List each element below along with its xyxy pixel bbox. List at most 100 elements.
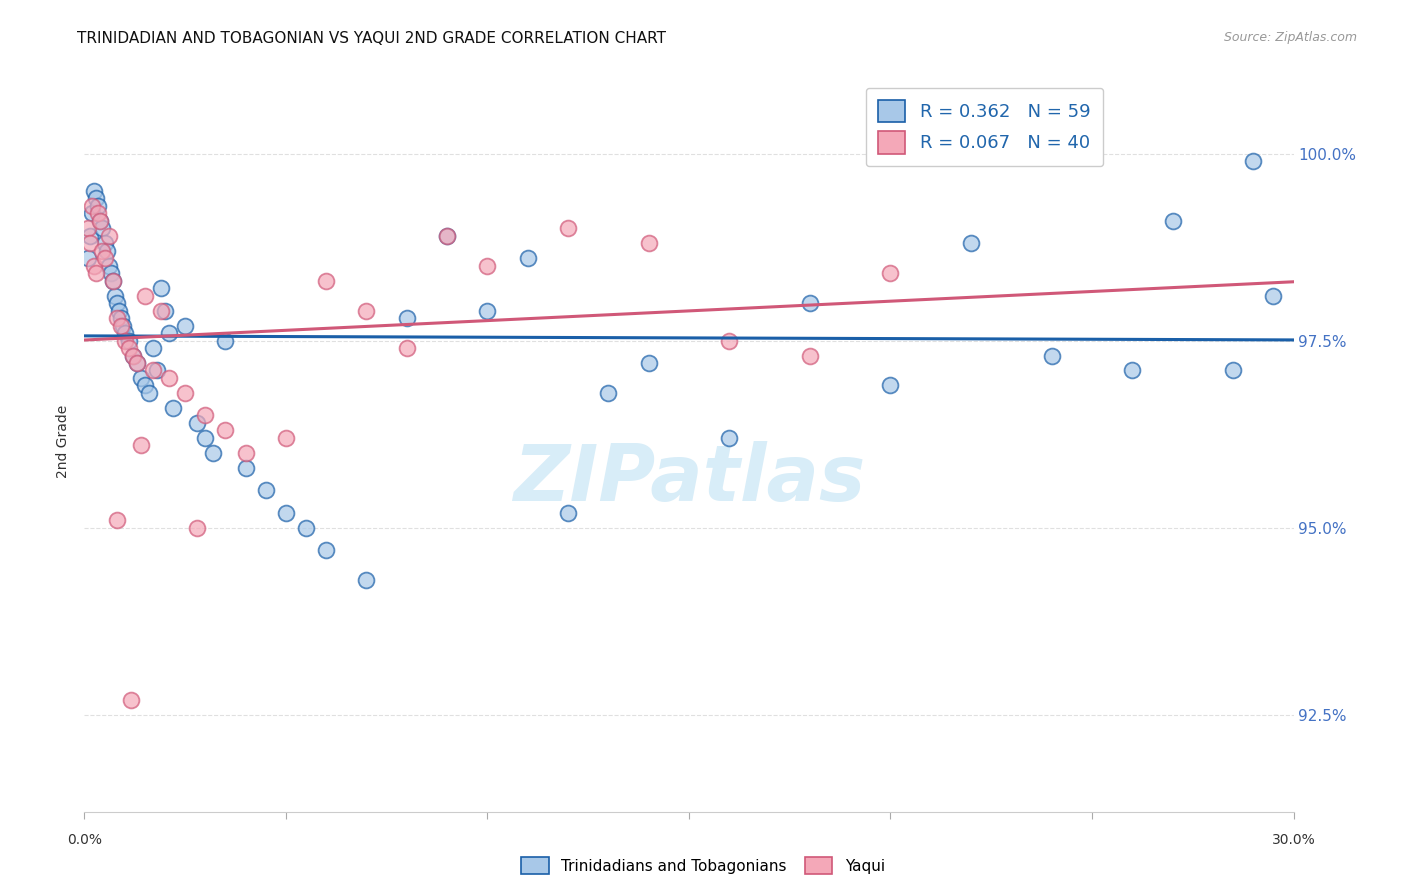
Point <box>718 431 741 445</box>
Point <box>97 259 120 273</box>
Text: 30.0%: 30.0% <box>1271 832 1316 847</box>
Point <box>138 386 160 401</box>
Point <box>157 326 180 340</box>
Point <box>114 326 136 340</box>
Text: TRINIDADIAN AND TOBAGONIAN VS YAQUI 2ND GRADE CORRELATION CHART: TRINIDADIAN AND TOBAGONIAN VS YAQUI 2ND … <box>77 31 666 46</box>
Point <box>114 334 136 348</box>
Point <box>87 199 110 213</box>
Point <box>157 371 180 385</box>
Point <box>395 311 418 326</box>
Point <box>960 236 983 251</box>
Point <box>101 274 124 288</box>
Point <box>86 192 108 206</box>
Y-axis label: 2nd Grade: 2nd Grade <box>56 405 70 478</box>
Text: ZIPatlas: ZIPatlas <box>513 441 865 516</box>
Point <box>598 386 620 401</box>
Point <box>79 236 101 251</box>
Point <box>87 206 110 220</box>
Point <box>125 356 148 370</box>
Point <box>82 199 104 213</box>
Point <box>110 311 132 326</box>
Point <box>121 349 143 363</box>
Point <box>194 409 217 423</box>
Point <box>91 244 114 258</box>
Point <box>93 236 115 251</box>
Point <box>274 431 297 445</box>
Point <box>146 363 169 377</box>
Point <box>121 349 143 363</box>
Point <box>82 206 104 220</box>
Point <box>799 349 821 363</box>
Point <box>96 244 118 258</box>
Point <box>214 334 236 348</box>
Point <box>356 573 378 587</box>
Point <box>202 446 225 460</box>
Point <box>254 483 277 497</box>
Point <box>879 266 901 280</box>
Point <box>186 416 208 430</box>
Point <box>89 214 111 228</box>
Point <box>105 311 128 326</box>
Point <box>86 266 108 280</box>
Point <box>129 438 152 452</box>
Point <box>134 378 156 392</box>
Point <box>118 334 141 348</box>
Text: 0.0%: 0.0% <box>67 832 101 847</box>
Text: Source: ZipAtlas.com: Source: ZipAtlas.com <box>1223 31 1357 45</box>
Point <box>235 446 257 460</box>
Point <box>174 386 197 401</box>
Point <box>97 228 120 243</box>
Point <box>274 506 297 520</box>
Point <box>120 692 142 706</box>
Point <box>174 318 197 333</box>
Point <box>477 259 499 273</box>
Point <box>104 289 127 303</box>
Point <box>436 228 458 243</box>
Point <box>142 341 165 355</box>
Point <box>557 506 579 520</box>
Point <box>799 296 821 310</box>
Point <box>235 460 257 475</box>
Point <box>110 318 132 333</box>
Point <box>79 228 101 243</box>
Point <box>1241 154 1264 169</box>
Point <box>142 363 165 377</box>
Point <box>77 221 100 235</box>
Point <box>637 356 659 370</box>
Point <box>118 341 141 355</box>
Point <box>637 236 659 251</box>
Point <box>149 281 172 295</box>
Point <box>89 214 111 228</box>
Point <box>105 513 128 527</box>
Point <box>718 334 741 348</box>
Point <box>315 543 337 558</box>
Point <box>162 401 184 415</box>
Point <box>134 289 156 303</box>
Point <box>100 266 122 280</box>
Point <box>107 303 129 318</box>
Point <box>125 356 148 370</box>
Point <box>356 303 378 318</box>
Point <box>129 371 152 385</box>
Point <box>477 303 499 318</box>
Legend: Trinidadians and Tobagonians, Yaqui: Trinidadians and Tobagonians, Yaqui <box>515 851 891 880</box>
Point <box>186 520 208 534</box>
Point <box>105 296 128 310</box>
Point <box>77 252 100 266</box>
Point <box>1161 214 1184 228</box>
Point <box>83 259 105 273</box>
Point <box>101 274 124 288</box>
Point <box>194 431 217 445</box>
Point <box>395 341 418 355</box>
Point <box>295 520 318 534</box>
Point <box>214 423 236 437</box>
Point <box>315 274 337 288</box>
Point <box>436 228 458 243</box>
Point <box>149 303 172 318</box>
Point <box>153 303 176 318</box>
Point <box>516 252 538 266</box>
Point <box>557 221 579 235</box>
Point <box>93 252 115 266</box>
Point <box>1263 289 1285 303</box>
Point <box>1040 349 1063 363</box>
